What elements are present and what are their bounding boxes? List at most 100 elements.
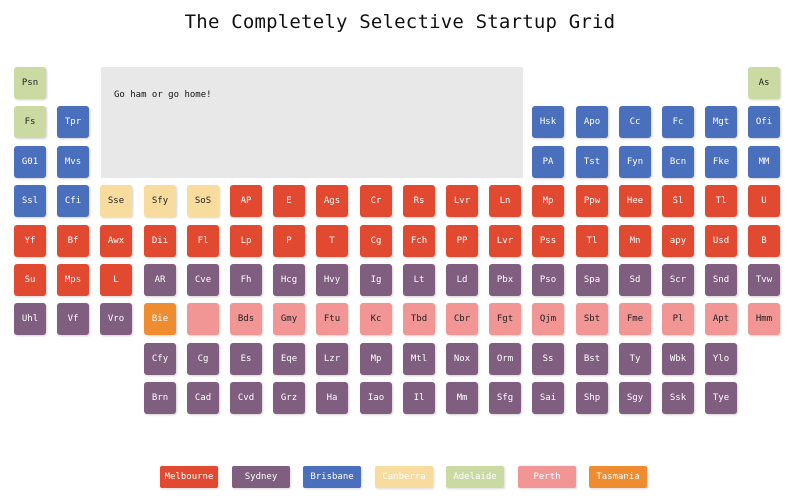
grid-tile[interactable]: Ha [316,382,348,414]
grid-tile[interactable]: Mvs [57,146,89,178]
grid-tile[interactable]: Sbt [576,303,608,335]
grid-tile[interactable]: Hee [619,185,651,217]
grid-tile[interactable]: Tye [705,382,737,414]
grid-tile[interactable]: Ssl [14,185,46,217]
grid-tile[interactable]: Cve [187,264,219,296]
grid-tile[interactable]: Pso [532,264,564,296]
grid-tile[interactable]: Ags [316,185,348,217]
grid-tile[interactable]: Orm [489,343,521,375]
grid-tile[interactable]: Dii [144,225,176,257]
grid-tile[interactable]: Bds [230,303,262,335]
legend-item-canberra[interactable]: Canberra [375,466,433,488]
grid-tile[interactable]: Awx [100,225,132,257]
grid-tile[interactable]: Shp [576,382,608,414]
grid-tile[interactable]: AR [144,264,176,296]
grid-tile[interactable]: Lp [230,225,262,257]
legend-item-tasmania[interactable]: Tasmania [589,466,647,488]
grid-tile[interactable]: Kc [360,303,392,335]
grid-tile[interactable]: Ss [532,343,564,375]
grid-tile[interactable]: T [316,225,348,257]
grid-tile[interactable]: Iao [360,382,392,414]
grid-tile[interactable]: U [748,185,780,217]
grid-tile[interactable]: Bcn [662,146,694,178]
grid-tile[interactable]: L [100,264,132,296]
grid-tile[interactable]: Vro [100,303,132,335]
grid-tile[interactable]: Psn [14,67,46,99]
grid-tile[interactable]: Cvd [230,382,262,414]
grid-tile[interactable]: E [273,185,305,217]
grid-tile[interactable]: Fyn [619,146,651,178]
grid-tile[interactable]: Uhl [14,303,46,335]
grid-tile[interactable]: Lvr [446,185,478,217]
grid-tile[interactable]: Fgt [489,303,521,335]
legend-item-perth[interactable]: Perth [518,466,576,488]
grid-tile[interactable]: Fke [705,146,737,178]
grid-tile[interactable]: Bst [576,343,608,375]
grid-tile[interactable]: Hcg [273,264,305,296]
grid-tile[interactable]: Cr [360,185,392,217]
grid-tile[interactable]: Es [230,343,262,375]
grid-tile[interactable]: Su [14,264,46,296]
grid-tile[interactable]: Yf [14,225,46,257]
grid-tile[interactable]: Cfy [144,343,176,375]
grid-tile[interactable]: Lzr [316,343,348,375]
grid-tile[interactable]: Rs [403,185,435,217]
grid-tile[interactable]: Ssk [662,382,694,414]
grid-tile[interactable]: Mgt [705,106,737,138]
grid-tile[interactable]: Ln [489,185,521,217]
grid-tile[interactable]: Mtl [403,343,435,375]
grid-tile[interactable]: Qjm [532,303,564,335]
grid-tile[interactable]: Sgy [619,382,651,414]
grid-tile[interactable]: Bie [144,303,176,335]
grid-tile[interactable]: Mp [360,343,392,375]
grid-tile[interactable]: Pl [662,303,694,335]
grid-tile[interactable]: Wbk [662,343,694,375]
grid-tile[interactable]: P [273,225,305,257]
grid-tile[interactable]: Fs [14,106,46,138]
grid-tile[interactable]: Bf [57,225,89,257]
grid-tile[interactable]: Ofi [748,106,780,138]
grid-tile[interactable]: Tpr [57,106,89,138]
grid-tile[interactable]: Pbx [489,264,521,296]
legend-item-adelaide[interactable]: Adelaide [446,466,504,488]
grid-tile[interactable]: Tl [705,185,737,217]
grid-tile[interactable]: Sl [662,185,694,217]
legend-item-brisbane[interactable]: Brisbane [303,466,361,488]
grid-tile[interactable]: Usd [705,225,737,257]
grid-tile[interactable]: Ld [446,264,478,296]
grid-tile[interactable]: Sai [532,382,564,414]
grid-tile[interactable]: Fc [662,106,694,138]
grid-tile[interactable]: Sfy [144,185,176,217]
grid-tile[interactable]: Tvw [748,264,780,296]
grid-tile[interactable]: As [748,67,780,99]
grid-tile[interactable]: Sd [619,264,651,296]
grid-tile[interactable] [187,303,219,335]
grid-tile[interactable]: Grz [273,382,305,414]
grid-tile[interactable]: Mm [446,382,478,414]
grid-tile[interactable]: Hvy [316,264,348,296]
grid-tile[interactable]: Snd [705,264,737,296]
grid-tile[interactable]: Ig [360,264,392,296]
grid-tile[interactable]: Fh [230,264,262,296]
grid-tile[interactable]: Nox [446,343,478,375]
grid-tile[interactable]: Cbr [446,303,478,335]
grid-tile[interactable]: Spa [576,264,608,296]
grid-tile[interactable]: Apo [576,106,608,138]
grid-tile[interactable]: PA [532,146,564,178]
grid-tile[interactable]: Lvr [489,225,521,257]
grid-tile[interactable]: B [748,225,780,257]
grid-tile[interactable]: Cad [187,382,219,414]
grid-tile[interactable]: apy [662,225,694,257]
grid-tile[interactable]: AP [230,185,262,217]
grid-tile[interactable]: Ylo [705,343,737,375]
grid-tile[interactable]: Ty [619,343,651,375]
grid-tile[interactable]: Vf [57,303,89,335]
grid-tile[interactable]: Cg [360,225,392,257]
legend-item-melbourne[interactable]: Melbourne [160,466,218,488]
grid-tile[interactable]: Hmm [748,303,780,335]
grid-tile[interactable]: PP [446,225,478,257]
grid-tile[interactable]: Apt [705,303,737,335]
grid-tile[interactable]: Sse [100,185,132,217]
grid-tile[interactable]: Fl [187,225,219,257]
grid-tile[interactable]: MM [748,146,780,178]
